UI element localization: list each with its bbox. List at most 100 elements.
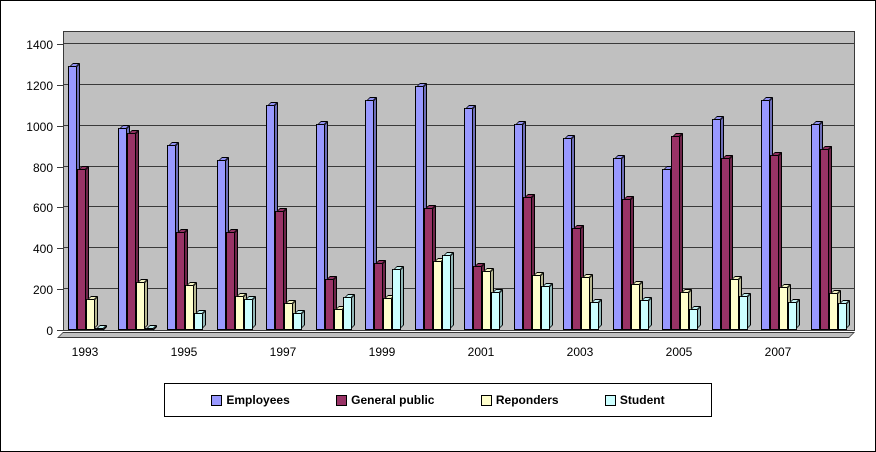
bar-group-1994 bbox=[114, 32, 164, 331]
y-axis-label: 1400 bbox=[26, 38, 53, 52]
bar-side-face bbox=[94, 296, 98, 329]
bar-group-1999 bbox=[361, 32, 411, 330]
y-axis-ticks bbox=[57, 31, 63, 331]
bar-employees bbox=[68, 63, 80, 330]
bar-reponders bbox=[185, 282, 197, 330]
bar-reponders bbox=[779, 284, 791, 330]
legend-label: Reponders bbox=[495, 393, 559, 407]
legend-label: General public bbox=[351, 393, 435, 407]
bar-employees bbox=[167, 142, 179, 330]
bar-student bbox=[837, 300, 850, 330]
bar-side-face bbox=[598, 299, 602, 329]
bar-general-public bbox=[275, 207, 287, 330]
bar-general-public bbox=[819, 146, 832, 330]
bar-employees bbox=[464, 105, 476, 330]
gridline bbox=[64, 83, 854, 85]
bar-reponders bbox=[729, 275, 742, 330]
y-axis-label: 1200 bbox=[26, 78, 53, 93]
x-axis-label: 2005 bbox=[665, 345, 693, 359]
bar-reponders bbox=[630, 281, 643, 330]
bar-general-public bbox=[126, 129, 139, 330]
bar-group-1997 bbox=[262, 32, 312, 330]
bar-general-public bbox=[423, 205, 436, 330]
y-axis-tick bbox=[57, 84, 63, 86]
bar-reponders bbox=[680, 289, 692, 330]
bar-group-2002 bbox=[510, 32, 560, 330]
bar-student bbox=[293, 309, 305, 330]
bar-general-public bbox=[225, 228, 238, 330]
bar-employees bbox=[365, 97, 377, 330]
plot-area bbox=[63, 31, 855, 331]
x-axis-label: 1999 bbox=[368, 345, 396, 359]
bar-side-face bbox=[400, 265, 404, 329]
bar-reponders bbox=[828, 290, 841, 330]
y-axis-label: 400 bbox=[32, 242, 53, 257]
legend: Employees General public Reponders Student bbox=[164, 383, 712, 417]
y-axis-label: 600 bbox=[32, 201, 53, 216]
bar-group-2005 bbox=[658, 32, 708, 330]
y-axis-tick bbox=[57, 207, 63, 209]
bar-group-1993 bbox=[64, 32, 114, 331]
legend-label: Employees bbox=[226, 393, 290, 407]
bar-student bbox=[144, 324, 157, 331]
bar-student bbox=[392, 265, 404, 330]
bar-employees bbox=[266, 102, 278, 330]
bar-side-face bbox=[499, 289, 503, 329]
legend-item-reponders: Reponders bbox=[480, 393, 559, 407]
bar-employees bbox=[315, 120, 328, 330]
bar-student bbox=[639, 297, 652, 330]
y-axis-tick bbox=[57, 44, 63, 45]
y-axis-tick bbox=[57, 166, 63, 168]
bar-student bbox=[590, 299, 602, 330]
bar-student bbox=[95, 325, 107, 331]
y-axis-label: 0 bbox=[46, 324, 53, 338]
legend-item-general-public: General public bbox=[336, 393, 434, 407]
y-axis-tick bbox=[57, 330, 63, 331]
x-axis-label: 2001 bbox=[467, 345, 495, 359]
bar-general-public bbox=[572, 224, 584, 330]
x-axis-label: 1993 bbox=[71, 345, 99, 359]
bar-employees bbox=[711, 115, 724, 330]
bar-group-1996 bbox=[213, 32, 263, 330]
bar-reponders bbox=[482, 267, 494, 330]
bar-reponders bbox=[531, 271, 544, 330]
bar-group-2006 bbox=[708, 32, 758, 330]
bar-employees bbox=[117, 124, 130, 330]
bar-student bbox=[491, 289, 503, 330]
x-axis-label: 1995 bbox=[170, 345, 198, 359]
legend-swatch bbox=[336, 394, 348, 406]
bar-general-public bbox=[176, 228, 188, 330]
bar-side-face bbox=[143, 279, 148, 329]
bar-general-public bbox=[473, 262, 485, 330]
legend-swatch bbox=[480, 394, 492, 406]
legend-swatch bbox=[211, 394, 223, 406]
legend-item-employees: Employees bbox=[211, 393, 290, 407]
bar-general-public bbox=[720, 155, 733, 330]
x-axis-label: 1997 bbox=[269, 345, 297, 359]
bar-employees bbox=[513, 120, 526, 330]
legend-item-student: Student bbox=[604, 393, 665, 407]
bar-side-face bbox=[251, 296, 256, 329]
bar-group-1995 bbox=[163, 32, 213, 330]
x-axis-label: 2007 bbox=[764, 345, 792, 359]
x-axis: 1993 1995 1997 1999 2001 2003 2005 2007 bbox=[63, 345, 855, 361]
bar-reponders bbox=[86, 296, 98, 330]
legend-label: Student bbox=[619, 393, 665, 407]
bar-student bbox=[441, 252, 454, 330]
y-axis: 0 200 400 600 800 1000 1200 1400 bbox=[1, 31, 53, 338]
gridline bbox=[64, 43, 854, 44]
legend-swatch bbox=[604, 394, 616, 406]
chart-floor bbox=[57, 332, 855, 338]
bar-general-public bbox=[671, 132, 683, 330]
bar-student bbox=[342, 294, 355, 330]
y-axis-label: 200 bbox=[32, 283, 53, 298]
bar-group-2008 bbox=[807, 32, 857, 330]
bar-side-face bbox=[350, 294, 355, 329]
bar-employees bbox=[563, 134, 575, 330]
bar-employees bbox=[761, 97, 773, 330]
bar-reponders bbox=[383, 295, 395, 330]
bar-employees bbox=[810, 120, 823, 330]
gridline bbox=[64, 165, 854, 167]
bar-reponders bbox=[135, 279, 148, 330]
